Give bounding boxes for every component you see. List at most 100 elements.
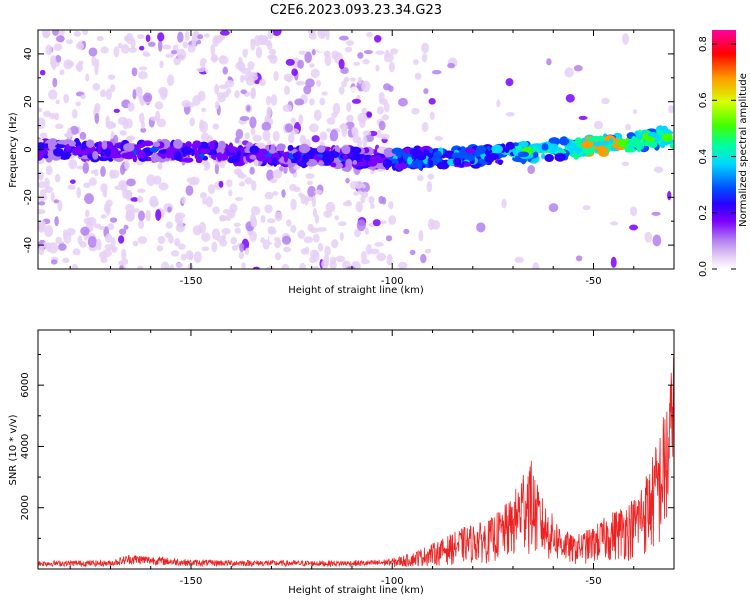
heatmap-cell — [501, 198, 507, 209]
heatmap-ridge-cell — [566, 142, 577, 151]
heatmap-cell — [264, 204, 273, 214]
heatmap-y-tick-label: 40 — [23, 48, 34, 61]
heatmap-cell — [117, 116, 128, 126]
heatmap-cell — [376, 106, 385, 115]
heatmap-cell — [38, 107, 43, 113]
heatmap-ridge-cell — [484, 150, 490, 156]
heatmap-ridge-cell — [581, 140, 593, 149]
heatmap-cell — [578, 115, 588, 120]
heatmap-ridge-cell — [173, 139, 183, 149]
heatmap-cell — [38, 181, 46, 189]
heatmap-cell — [343, 76, 350, 83]
heatmap-cell — [167, 206, 172, 213]
heatmap-cell — [346, 266, 356, 269]
heatmap-cell — [167, 74, 175, 86]
heatmap-cell — [414, 72, 422, 80]
heatmap-cell — [321, 259, 329, 269]
heatmap-cell — [285, 219, 292, 227]
heatmap-cell — [137, 34, 145, 39]
heatmap-cell — [311, 135, 320, 143]
heatmap-ridge-cell — [475, 145, 487, 155]
heatmap-cell — [222, 208, 231, 214]
heatmap-cell — [378, 91, 385, 103]
heatmap-cell — [326, 117, 336, 125]
snr-plot-area — [38, 356, 674, 568]
heatmap-cell — [169, 264, 175, 269]
heatmap-ridge-cell — [141, 140, 154, 147]
heatmap-ridge-cell — [216, 152, 223, 162]
heatmap-cell — [224, 80, 235, 88]
heatmap-cell — [119, 130, 128, 136]
heatmap-cell — [100, 165, 106, 178]
heatmap-cell — [309, 98, 315, 106]
heatmap-ridge-cell — [624, 145, 631, 153]
heatmap-cell — [271, 30, 282, 37]
heatmap-cell — [610, 256, 617, 268]
heatmap-cell — [109, 84, 116, 93]
heatmap-cell — [621, 161, 630, 167]
heatmap-cell — [283, 246, 291, 253]
heatmap-cell — [383, 52, 394, 63]
heatmap-cell — [385, 235, 393, 242]
heatmap-cell — [234, 197, 243, 202]
heatmap-cell — [376, 252, 387, 261]
heatmap-ridge-cell — [417, 160, 423, 171]
heatmap-cell — [229, 208, 236, 219]
heatmap-cell — [137, 188, 146, 194]
heatmap-cell — [79, 241, 87, 248]
heatmap-cell — [651, 211, 661, 216]
heatmap-cell — [131, 67, 138, 77]
heatmap-cell — [94, 113, 100, 124]
heatmap-cell — [326, 128, 332, 133]
heatmap-ridge-cell — [194, 150, 201, 160]
heatmap-cell — [250, 38, 256, 45]
heatmap-cell — [514, 256, 524, 263]
heatmap-cell — [48, 89, 58, 100]
heatmap-panel: -150 -100 -50 -40 -20 0 20 40 Height of straig… — [8, 29, 675, 296]
heatmap-cell — [372, 219, 381, 227]
heatmap-cell — [323, 50, 331, 58]
heatmap-cell — [313, 109, 322, 121]
heatmap-cell — [244, 247, 250, 256]
heatmap-cell — [357, 77, 363, 85]
colorbar-gradient — [712, 30, 736, 269]
heatmap-ridge-cell — [661, 128, 672, 135]
heatmap-cell — [231, 244, 239, 251]
heatmap-ridge-cell — [294, 151, 301, 161]
heatmap-ridge-cell — [518, 141, 529, 148]
heatmap-cell — [259, 35, 269, 43]
heatmap-cell — [421, 122, 429, 133]
heatmap-cell — [281, 235, 292, 245]
heatmap-cell — [418, 230, 424, 242]
heatmap-cell — [128, 47, 137, 53]
heatmap-cell — [54, 173, 61, 183]
heatmap-cell — [216, 235, 226, 243]
heatmap-cell — [203, 33, 210, 38]
heatmap-cell — [59, 69, 65, 76]
heatmap-ridge-cell — [436, 161, 445, 170]
heatmap-ridge-cell — [216, 146, 225, 155]
heatmap-cell — [57, 200, 63, 212]
heatmap-cell — [380, 133, 390, 140]
heatmap-ridge-cell — [304, 154, 310, 162]
heatmap-cell — [546, 58, 552, 66]
heatmap-cell — [362, 59, 370, 65]
heatmap-cell — [212, 35, 220, 47]
heatmap-cell — [170, 250, 180, 257]
heatmap-cell — [361, 191, 369, 198]
heatmap-cell — [250, 87, 256, 99]
heatmap-cell — [388, 215, 397, 225]
heatmap-cell — [54, 112, 60, 121]
heatmap-cell — [72, 248, 81, 256]
heatmap-ridge-cell — [287, 159, 292, 169]
heatmap-cell — [316, 44, 326, 52]
heatmap-y-tick-label: -20 — [23, 189, 34, 205]
heatmap-cell — [214, 162, 219, 175]
heatmap-cell — [73, 31, 82, 37]
heatmap-cell — [532, 262, 540, 269]
heatmap-cell — [416, 175, 424, 182]
heatmap-ridge-cell — [428, 159, 434, 168]
heatmap-ridge-cell — [636, 144, 642, 153]
heatmap-cell — [337, 221, 347, 227]
heatmap-cell — [261, 121, 272, 132]
